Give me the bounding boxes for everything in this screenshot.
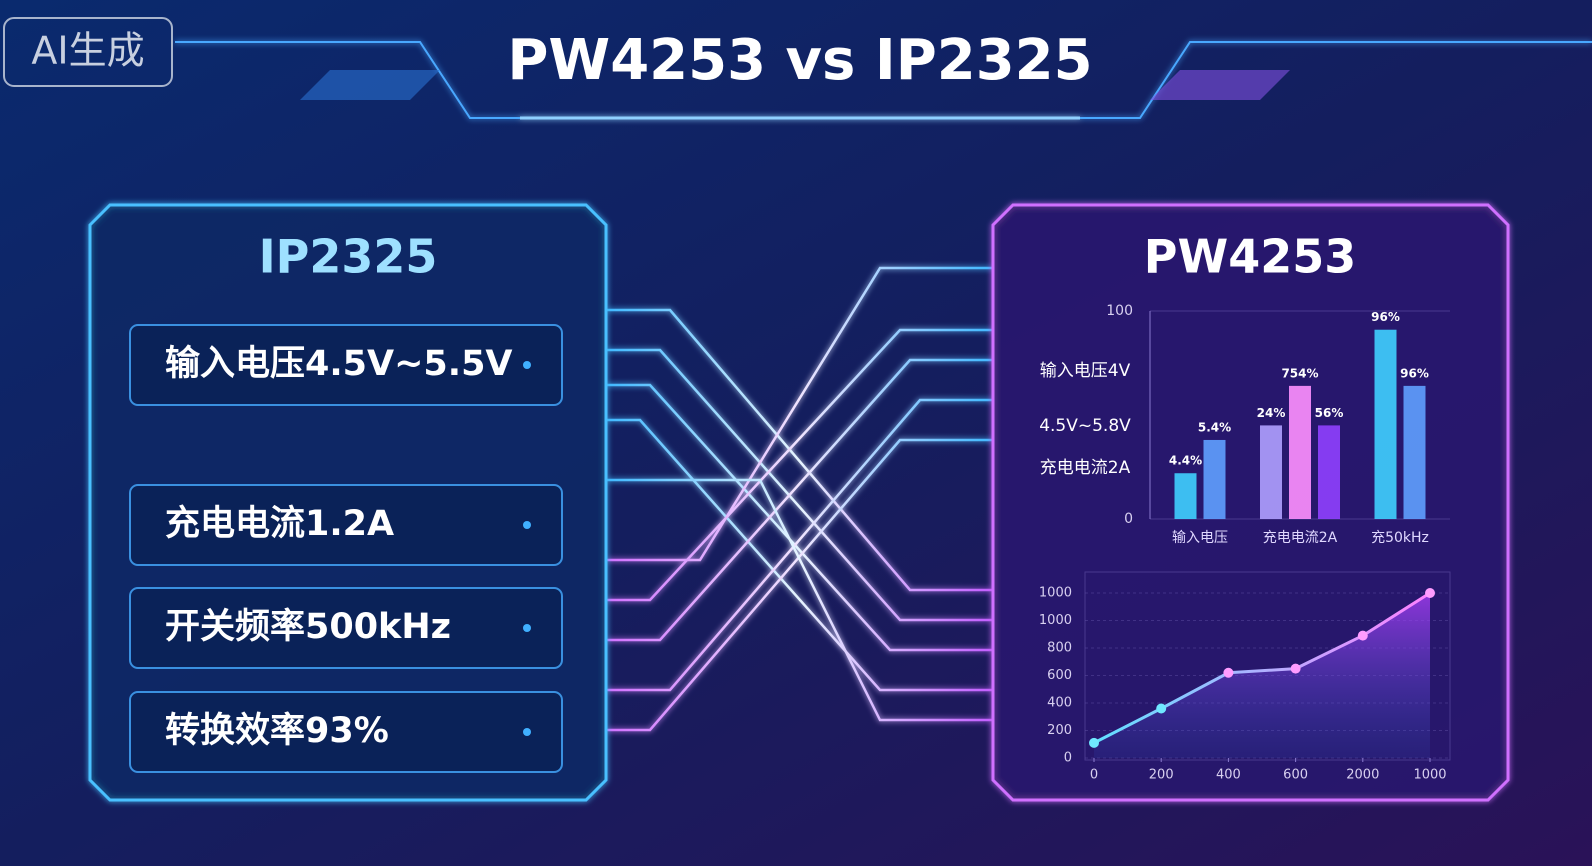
header-frame bbox=[175, 41, 1592, 120]
bar-label: 96% bbox=[1400, 366, 1429, 380]
point bbox=[1357, 630, 1368, 641]
bar-label: 754% bbox=[1281, 366, 1318, 380]
item-dot bbox=[523, 361, 531, 369]
bar bbox=[1289, 385, 1311, 519]
x-tick-label: 2000 bbox=[1346, 768, 1379, 783]
x-tick-label: 200 bbox=[1149, 768, 1174, 783]
right-panel-title: PW4253 bbox=[1144, 230, 1356, 284]
line bbox=[1093, 591, 1431, 745]
point bbox=[1290, 663, 1301, 674]
connector-wires bbox=[606, 266, 993, 732]
y-tick-label: 200 bbox=[1047, 723, 1072, 738]
side-label: 输入电压4V bbox=[1040, 361, 1131, 381]
line-chart-frame bbox=[1084, 571, 1451, 761]
point bbox=[1223, 667, 1234, 678]
y-tick-label: 400 bbox=[1047, 696, 1072, 711]
y-tick-label: 0 bbox=[1124, 511, 1133, 527]
item-box bbox=[129, 691, 563, 773]
point bbox=[1425, 588, 1435, 598]
header-stripes bbox=[300, 70, 1290, 100]
x-category: 充50kHz bbox=[1371, 530, 1429, 546]
bar bbox=[1403, 385, 1426, 519]
item-text: 转换效率93% bbox=[165, 711, 389, 751]
y-tick-label: 800 bbox=[1047, 641, 1072, 656]
badge-frame bbox=[3, 17, 173, 87]
bar bbox=[1260, 425, 1282, 519]
x-tick-label: 0 bbox=[1090, 768, 1098, 783]
bar-label: 56% bbox=[1315, 406, 1344, 420]
y-tick-label: 100 bbox=[1106, 303, 1133, 319]
item-dot bbox=[523, 728, 531, 736]
item-box bbox=[129, 484, 563, 566]
y-tick-label: 0 bbox=[1064, 751, 1072, 766]
item-text: 充电电流1.2A bbox=[165, 504, 394, 544]
item-text: 输入电压4.5V~5.5V bbox=[165, 344, 513, 384]
bar bbox=[1203, 439, 1226, 519]
x-tick-label: 400 bbox=[1216, 768, 1241, 783]
item-text: 开关频率500kHz bbox=[165, 607, 451, 647]
bar-label: 24% bbox=[1257, 406, 1286, 420]
bar-label: 4.4% bbox=[1169, 454, 1202, 468]
item-dot bbox=[523, 521, 531, 529]
bar bbox=[1174, 473, 1197, 519]
bar bbox=[1318, 425, 1340, 519]
item-box bbox=[129, 587, 563, 669]
point bbox=[1089, 737, 1099, 748]
bar-label: 96% bbox=[1371, 310, 1400, 324]
side-label: 4.5V~5.8V bbox=[1039, 416, 1131, 436]
side-label: 充电电流2A bbox=[1040, 458, 1131, 478]
line-area bbox=[1094, 593, 1430, 758]
badge: AI生成 bbox=[31, 29, 144, 73]
x-tick-label: 1000 bbox=[1413, 768, 1446, 783]
y-tick-label: 1000 bbox=[1039, 586, 1072, 601]
point bbox=[1156, 703, 1167, 714]
x-category: 充电电流2A bbox=[1263, 530, 1338, 546]
bar bbox=[1374, 329, 1397, 519]
bar-label: 5.4% bbox=[1198, 420, 1231, 434]
y-tick-label: 600 bbox=[1047, 668, 1072, 683]
title: PW4253 vs IP2325 bbox=[507, 28, 1092, 93]
item-dot bbox=[523, 624, 531, 632]
x-tick-label: 600 bbox=[1283, 768, 1308, 783]
item-box bbox=[129, 324, 563, 406]
x-category: 输入电压 bbox=[1172, 530, 1228, 546]
left-panel-title: IP2325 bbox=[259, 230, 438, 284]
y-tick-label: 1000 bbox=[1039, 613, 1072, 628]
